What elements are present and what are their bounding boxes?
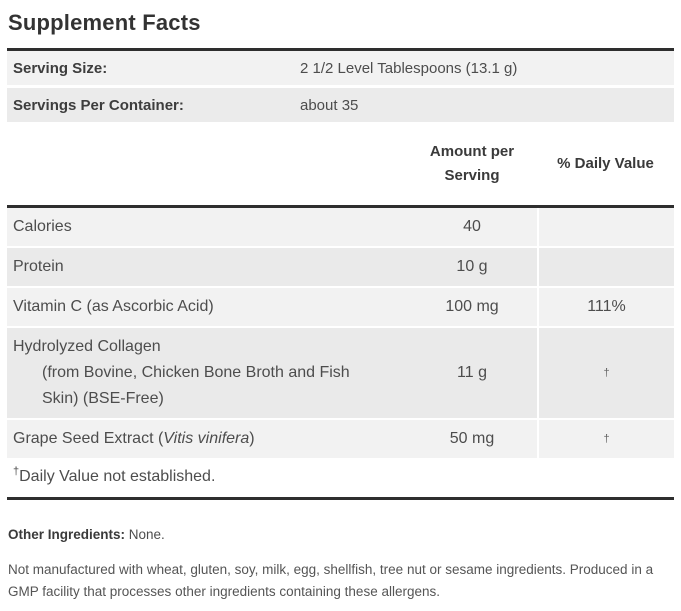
other-ingredients: Other Ingredients: None.: [8, 527, 674, 542]
column-headers: Amount per Serving % Daily Value: [7, 122, 674, 205]
other-ingredients-value: None.: [128, 527, 165, 542]
dagger-symbol: †: [13, 465, 20, 478]
table-row-vitamin-c: Vitamin C (as Ascorbic Acid) 100 mg 111%: [7, 288, 674, 328]
serving-size-value: 2 1/2 Level Tablespoons (13.1 g): [300, 59, 518, 77]
servings-per-container-value: about 35: [300, 96, 359, 114]
nutrient-name: Grape Seed Extract (Vitis vinifera): [7, 420, 407, 458]
nutrient-daily-value: 111%: [537, 288, 674, 326]
nutrient-daily-value: [537, 248, 674, 286]
other-ingredients-label: Other Ingredients:: [8, 527, 126, 542]
nutrient-name-suffix: ): [249, 430, 255, 447]
nutrient-amount: 10 g: [456, 258, 488, 275]
nutrient-name-subline: Skin) (BSE-Free): [42, 390, 164, 407]
daily-value-footnote: †Daily Value not established.: [7, 460, 674, 497]
nutrient-daily-value: †: [537, 328, 674, 418]
nutrient-name-latin: Vitis vinifera: [163, 430, 250, 447]
page-title: Supplement Facts: [8, 10, 201, 35]
table-row-grape-seed-extract: Grape Seed Extract (Vitis vinifera) 50 m…: [7, 420, 674, 460]
nutrient-name-prefix: Grape Seed Extract (: [13, 430, 164, 447]
nutrient-amount: 11 g: [457, 364, 487, 381]
table-row-calories: Calories 40: [7, 208, 674, 248]
nutrient-name: Protein: [13, 258, 64, 275]
servings-per-container-label: Servings Per Container:: [13, 96, 184, 114]
serving-info: Serving Size: 2 1/2 Level Tablespoons (1…: [7, 51, 674, 122]
servings-per-container-row: Servings Per Container: about 35: [7, 88, 674, 122]
nutrient-name: Hydrolyzed Collagen (from Bovine, Chicke…: [7, 328, 407, 418]
nutrient-amount: 50 mg: [449, 430, 495, 447]
daily-value-footnote-text: Daily Value not established.: [19, 468, 216, 485]
divider-header: [7, 205, 674, 208]
nutrient-daily-value: †: [537, 420, 674, 458]
nutrient-daily-value: [537, 208, 674, 246]
allergen-statement: Not manufactured with wheat, gluten, soy…: [8, 562, 654, 600]
table-row-protein: Protein 10 g: [7, 248, 674, 288]
nutrient-table: Calories 40 Protein 10 g Vitamin C (as A…: [7, 208, 674, 460]
nutrient-name-subline: (from Bovine, Chicken Bone Broth and Fis…: [42, 364, 350, 381]
nutrient-name: Calories: [13, 218, 72, 235]
nutrient-name: Vitamin C (as Ascorbic Acid): [13, 298, 214, 315]
serving-size-label: Serving Size:: [13, 59, 108, 77]
nutrient-name-main: Hydrolyzed Collagen: [13, 338, 161, 355]
amount-per-serving-header: Amount per Serving: [429, 142, 515, 184]
nutrient-amount: 40: [463, 218, 481, 235]
divider-top: [7, 48, 674, 51]
daily-value-header: % Daily Value: [557, 155, 654, 172]
divider-bottom: [7, 497, 674, 500]
serving-size-row: Serving Size: 2 1/2 Level Tablespoons (1…: [7, 51, 674, 85]
nutrient-amount: 100 mg: [445, 298, 499, 315]
table-row-hydrolyzed-collagen: Hydrolyzed Collagen (from Bovine, Chicke…: [7, 328, 674, 420]
